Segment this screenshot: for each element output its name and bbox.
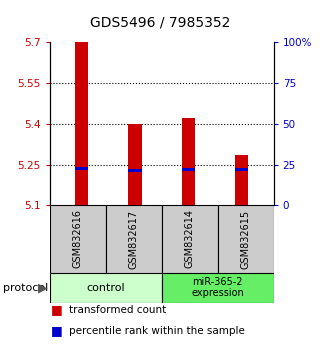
- Bar: [128, 124, 142, 205]
- Text: GSM832616: GSM832616: [73, 210, 83, 268]
- Bar: [235, 168, 248, 171]
- Text: ■: ■: [51, 303, 63, 316]
- Text: GDS5496 / 7985352: GDS5496 / 7985352: [90, 16, 230, 30]
- Text: GSM832617: GSM832617: [129, 209, 139, 269]
- Bar: [75, 42, 88, 205]
- Bar: [50, 205, 106, 273]
- Text: transformed count: transformed count: [69, 305, 166, 315]
- Text: percentile rank within the sample: percentile rank within the sample: [69, 326, 245, 336]
- Text: control: control: [86, 282, 125, 293]
- Bar: [50, 273, 162, 303]
- Text: protocol: protocol: [3, 282, 48, 293]
- Text: miR-365-2
expression: miR-365-2 expression: [191, 277, 244, 298]
- Bar: [162, 273, 274, 303]
- Text: GSM832615: GSM832615: [241, 209, 251, 269]
- Bar: [75, 167, 88, 170]
- Bar: [218, 205, 274, 273]
- Bar: [182, 119, 195, 205]
- Text: GSM832614: GSM832614: [185, 210, 195, 268]
- Bar: [128, 169, 142, 172]
- Text: ▶: ▶: [38, 281, 48, 294]
- Bar: [182, 168, 195, 171]
- Text: ■: ■: [51, 325, 63, 337]
- Bar: [235, 155, 248, 205]
- Bar: [162, 205, 218, 273]
- Bar: [106, 205, 162, 273]
